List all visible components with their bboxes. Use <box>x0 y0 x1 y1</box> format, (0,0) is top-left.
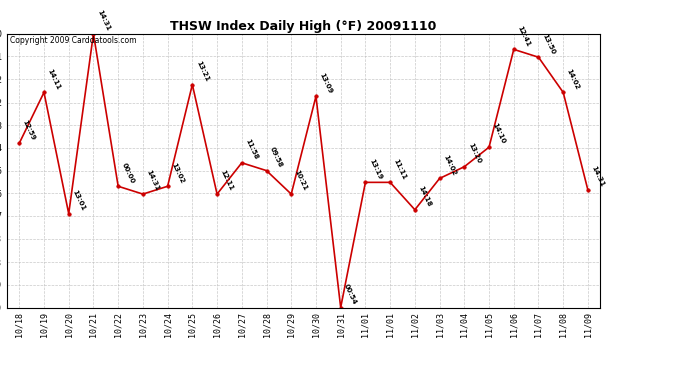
Text: 12:41: 12:41 <box>516 25 531 47</box>
Text: 14:31: 14:31 <box>591 165 605 188</box>
Text: 10:21: 10:21 <box>294 170 308 192</box>
Text: 13:09: 13:09 <box>318 72 333 94</box>
Text: 14:31: 14:31 <box>96 9 111 32</box>
Text: 14:11: 14:11 <box>46 68 61 90</box>
Text: 11:58: 11:58 <box>244 138 259 160</box>
Text: 11:11: 11:11 <box>393 158 408 180</box>
Text: 14:10: 14:10 <box>491 122 506 145</box>
Text: 13:01: 13:01 <box>71 189 86 211</box>
Text: 14:31: 14:31 <box>146 169 160 192</box>
Text: 13:02: 13:02 <box>170 162 185 184</box>
Title: THSW Index Daily High (°F) 20091110: THSW Index Daily High (°F) 20091110 <box>170 20 437 33</box>
Text: 00:54: 00:54 <box>343 283 358 305</box>
Text: 00:00: 00:00 <box>121 162 135 184</box>
Text: 13:21: 13:21 <box>195 60 210 82</box>
Text: 14:18: 14:18 <box>417 185 432 208</box>
Text: 09:58: 09:58 <box>269 146 284 168</box>
Text: 13:19: 13:19 <box>368 158 383 180</box>
Text: 13:50: 13:50 <box>541 33 555 55</box>
Text: 12:59: 12:59 <box>22 118 37 141</box>
Text: 13:20: 13:20 <box>466 142 482 165</box>
Text: 14:02: 14:02 <box>442 154 457 176</box>
Text: 12:11: 12:11 <box>219 170 235 192</box>
Text: Copyright 2009 Carddatools.com: Copyright 2009 Carddatools.com <box>10 36 137 45</box>
Text: 14:02: 14:02 <box>566 68 580 90</box>
